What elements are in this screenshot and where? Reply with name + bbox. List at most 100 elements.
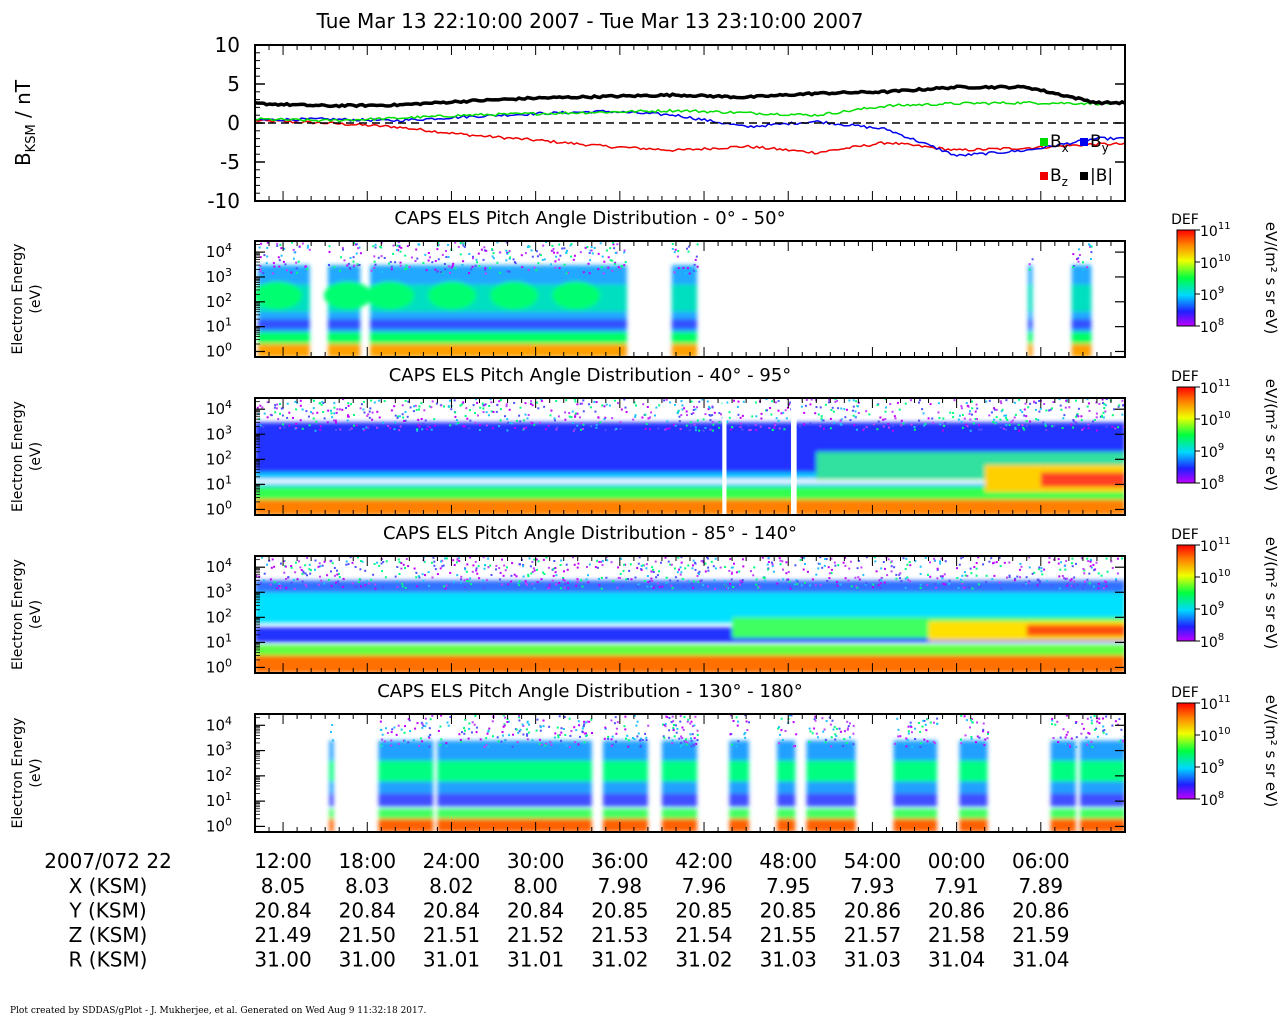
noise-speck — [977, 583, 980, 586]
noise-speck — [471, 265, 474, 268]
noise-speck — [1005, 423, 1008, 426]
noise-speck — [1057, 741, 1060, 743]
noise-speck — [919, 399, 921, 402]
noise-speck — [427, 266, 430, 269]
noise-speck — [846, 408, 848, 411]
noise-speck — [953, 399, 956, 402]
noise-speck — [557, 415, 560, 418]
noise-speck — [427, 584, 430, 587]
noise-speck — [463, 425, 466, 428]
noise-speck — [711, 406, 714, 409]
noise-speck — [1090, 251, 1093, 254]
noise-speck — [437, 241, 440, 244]
noise-speck — [781, 560, 784, 563]
noise-speck — [804, 582, 806, 584]
noise-speck — [650, 570, 653, 573]
noise-speck — [605, 556, 608, 559]
noise-speck — [540, 399, 543, 402]
noise-speck — [623, 563, 626, 566]
noise-speck — [809, 422, 812, 425]
noise-speck — [376, 561, 379, 564]
noise-speck — [484, 564, 487, 567]
noise-speck — [624, 728, 627, 731]
noise-speck — [611, 259, 614, 262]
noise-speck — [780, 412, 783, 415]
noise-speck — [690, 739, 693, 742]
noise-speck — [694, 561, 696, 564]
noise-speck — [598, 577, 600, 580]
noise-speck — [618, 577, 621, 579]
noise-speck — [388, 262, 391, 265]
noise-speck — [573, 741, 576, 744]
noise-speck — [531, 571, 534, 573]
noise-speck — [779, 733, 781, 736]
noise-speck — [259, 424, 262, 427]
noise-speck — [422, 422, 425, 425]
noise-speck — [1066, 584, 1069, 587]
noise-speck — [398, 561, 401, 564]
noise-speck — [744, 714, 747, 717]
noise-speck — [304, 265, 307, 268]
noise-speck — [960, 420, 963, 423]
noise-speck — [524, 402, 527, 405]
noise-speck — [983, 744, 986, 747]
noise-speck — [309, 572, 312, 575]
noise-speck — [504, 739, 506, 742]
noise-speck — [360, 585, 362, 588]
ephemeris-value: 20.84 — [339, 899, 396, 923]
noise-speck — [568, 266, 571, 269]
noise-speck — [564, 418, 567, 421]
noise-speck — [564, 583, 567, 585]
noise-speck — [963, 715, 966, 718]
noise-speck — [429, 718, 432, 721]
noise-speck — [894, 417, 897, 420]
noise-speck — [291, 241, 293, 244]
noise-speck — [620, 265, 623, 268]
noise-speck — [1001, 408, 1004, 411]
noise-speck — [574, 415, 577, 418]
noise-speck — [442, 564, 445, 567]
magnetic-field-x-ticks — [254, 45, 1126, 201]
noise-speck — [623, 725, 626, 728]
noise-speck — [982, 722, 985, 725]
noise-speck — [829, 723, 832, 726]
noise-speck — [817, 413, 820, 416]
noise-speck — [383, 400, 386, 403]
noise-speck — [741, 428, 744, 431]
noise-speck — [711, 429, 714, 432]
noise-speck — [789, 587, 792, 590]
ephemeris-row-label: X (KSM) — [69, 874, 148, 898]
noise-speck — [936, 722, 939, 725]
noise-speck — [752, 574, 755, 577]
noise-speck — [462, 260, 465, 263]
noise-speck — [381, 738, 384, 741]
noise-speck — [553, 251, 555, 254]
noise-speck — [1105, 733, 1108, 736]
noise-speck — [674, 424, 677, 427]
noise-speck — [907, 732, 910, 735]
noise-speck — [294, 400, 297, 403]
ephemeris-value: 21.57 — [844, 923, 901, 947]
noise-speck — [301, 427, 304, 430]
noise-speck — [779, 563, 782, 566]
noise-speck — [1075, 746, 1078, 749]
noise-speck — [864, 583, 867, 586]
noise-speck — [834, 398, 837, 401]
ephemeris-value: 8.02 — [429, 874, 474, 898]
noise-speck — [338, 572, 340, 575]
noise-speck — [673, 271, 676, 274]
noise-speck — [839, 583, 842, 586]
noise-speck — [731, 743, 734, 746]
noise-speck — [549, 740, 552, 743]
noise-speck — [766, 563, 769, 566]
noise-speck — [472, 257, 475, 260]
noise-speck — [285, 587, 287, 590]
noise-speck — [526, 733, 529, 736]
noise-speck — [351, 582, 354, 585]
noise-speck — [278, 584, 281, 587]
noise-speck — [411, 256, 413, 259]
noise-speck — [333, 567, 336, 569]
noise-speck — [417, 575, 420, 578]
noise-speck — [317, 565, 320, 568]
noise-speck — [553, 417, 556, 420]
